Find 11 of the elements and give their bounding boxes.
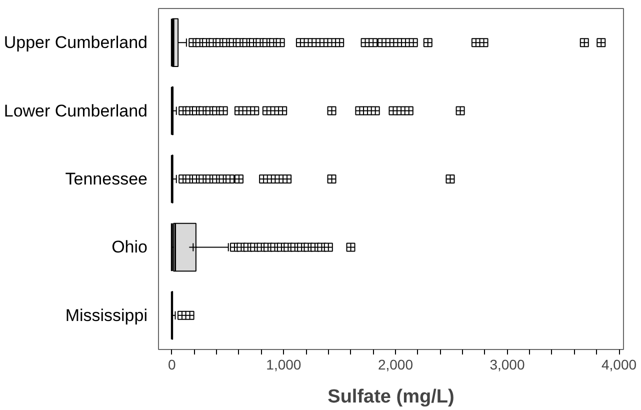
x-tick-label: 2,000 [378,356,414,372]
x-axis-title: Sulfate (mg/L) [328,386,454,408]
x-tick-label: 3,000 [490,356,525,372]
y-tick-label: Ohio [112,238,148,257]
y-tick-label: Mississippi [65,306,148,325]
x-tick-label: 4,000 [602,356,637,372]
y-tick-label: Upper Cumberland [4,33,148,52]
x-tick-label: 0 [168,356,176,372]
y-tick-label: Tennessee [65,170,148,188]
y-tick-label: Lower Cumberland [4,101,148,120]
x-tick-label: 1,000 [266,356,302,372]
